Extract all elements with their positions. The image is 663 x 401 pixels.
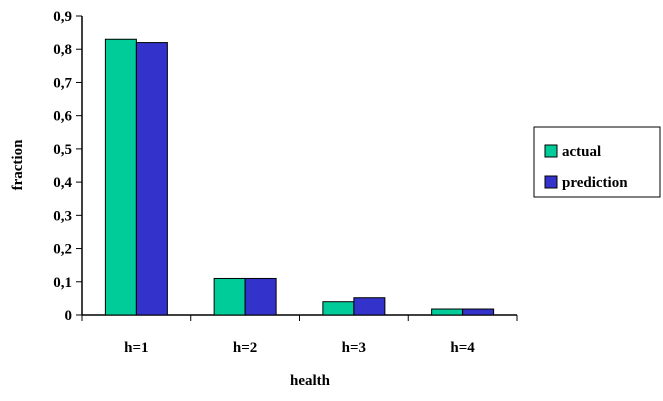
y-axis bbox=[76, 15, 83, 316]
y-tick-label: 0,3 bbox=[53, 208, 72, 224]
x-tick-label: h=2 bbox=[233, 340, 257, 356]
bars bbox=[104, 38, 495, 316]
y-tick-labels: 0 0,1 0,2 0,3 0,4 0,5 0,6 0,7 0,8 0,9 bbox=[53, 9, 72, 324]
bar-actual-h=2 bbox=[213, 277, 246, 316]
y-tick-label: 0,5 bbox=[53, 142, 72, 158]
y-tick-label: 0,8 bbox=[53, 42, 72, 58]
x-tick-labels: h=1 h=2 h=3 h=4 bbox=[124, 340, 475, 356]
y-tick-label: 0,9 bbox=[53, 9, 72, 25]
y-axis-title: fraction bbox=[10, 139, 26, 190]
legend-label-prediction: prediction bbox=[562, 175, 628, 191]
bar-prediction-h=1 bbox=[135, 42, 168, 316]
x-axis bbox=[81, 314, 518, 321]
x-tick-label: h=1 bbox=[124, 340, 148, 356]
bar-actual-h=3 bbox=[322, 301, 355, 316]
bar-prediction-h=4 bbox=[462, 308, 495, 316]
legend-swatch-prediction bbox=[544, 175, 558, 189]
y-tick-label: 0,6 bbox=[53, 109, 72, 125]
legend-swatch-actual bbox=[544, 144, 558, 158]
y-tick-label: 0,7 bbox=[53, 75, 72, 91]
x-tick-label: h=4 bbox=[450, 340, 475, 356]
bar-actual-h=4 bbox=[431, 308, 464, 316]
y-tick-label: 0,4 bbox=[53, 175, 72, 191]
legend-label-actual: actual bbox=[562, 144, 601, 160]
bar-actual-h=1 bbox=[104, 38, 137, 316]
bar-prediction-h=2 bbox=[244, 277, 277, 316]
y-tick-label: 0 bbox=[65, 308, 73, 324]
x-tick-label: h=3 bbox=[342, 340, 366, 356]
x-axis-title: health bbox=[290, 373, 331, 389]
y-tick-label: 0,1 bbox=[53, 275, 72, 291]
legend: actual prediction bbox=[533, 126, 661, 198]
bar-prediction-h=3 bbox=[353, 297, 386, 316]
y-tick-label: 0,2 bbox=[53, 242, 72, 258]
